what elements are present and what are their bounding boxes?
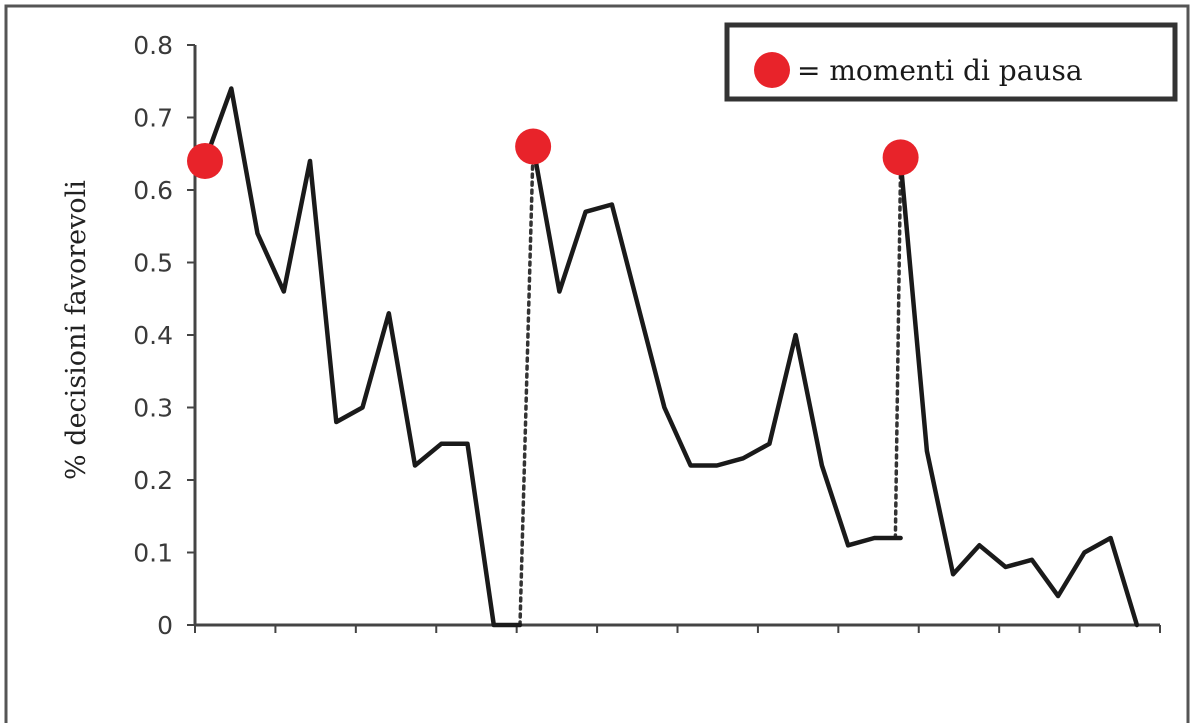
outer-border: [4, 4, 1190, 723]
pause-connector: [893, 159, 903, 540]
y-tick-label: 0.2: [133, 466, 173, 495]
y-tick-label: 0: [157, 611, 173, 640]
pause-connector: [518, 144, 535, 627]
series-line-segment-2: [530, 144, 903, 548]
pause-point: [515, 128, 552, 165]
y-tick-label: 0.3: [133, 394, 173, 423]
y-tick-label: 0.1: [133, 539, 173, 568]
y-axis-label: % decisioni favorevoli: [61, 180, 92, 480]
pause-point: [882, 139, 919, 176]
series-lines: [202, 86, 1140, 628]
legend: = momenti di pausa: [724, 22, 1178, 102]
y-tick-label: 0.5: [133, 249, 173, 278]
pause-points: [187, 128, 919, 179]
y-ticks: 0 0.1 0.2 0.3 0.4 0.5 0.6 0.7 0.8: [133, 31, 195, 640]
y-tick-label: 0.7: [133, 104, 173, 133]
series-line-segment-3: [898, 158, 1140, 628]
pause-point: [187, 143, 223, 179]
x-ticks: [194, 625, 1161, 633]
y-tick-label: 0.8: [133, 31, 173, 60]
legend-marker: [754, 52, 790, 88]
axes: [193, 45, 1160, 627]
pause-connectors: [518, 144, 903, 627]
y-tick-label: 0.6: [133, 176, 173, 205]
series-line-segment-1: [202, 86, 523, 628]
y-tick-label: 0.4: [133, 321, 173, 350]
legend-box: [724, 22, 1178, 102]
legend-label: = momenti di pausa: [797, 54, 1083, 87]
